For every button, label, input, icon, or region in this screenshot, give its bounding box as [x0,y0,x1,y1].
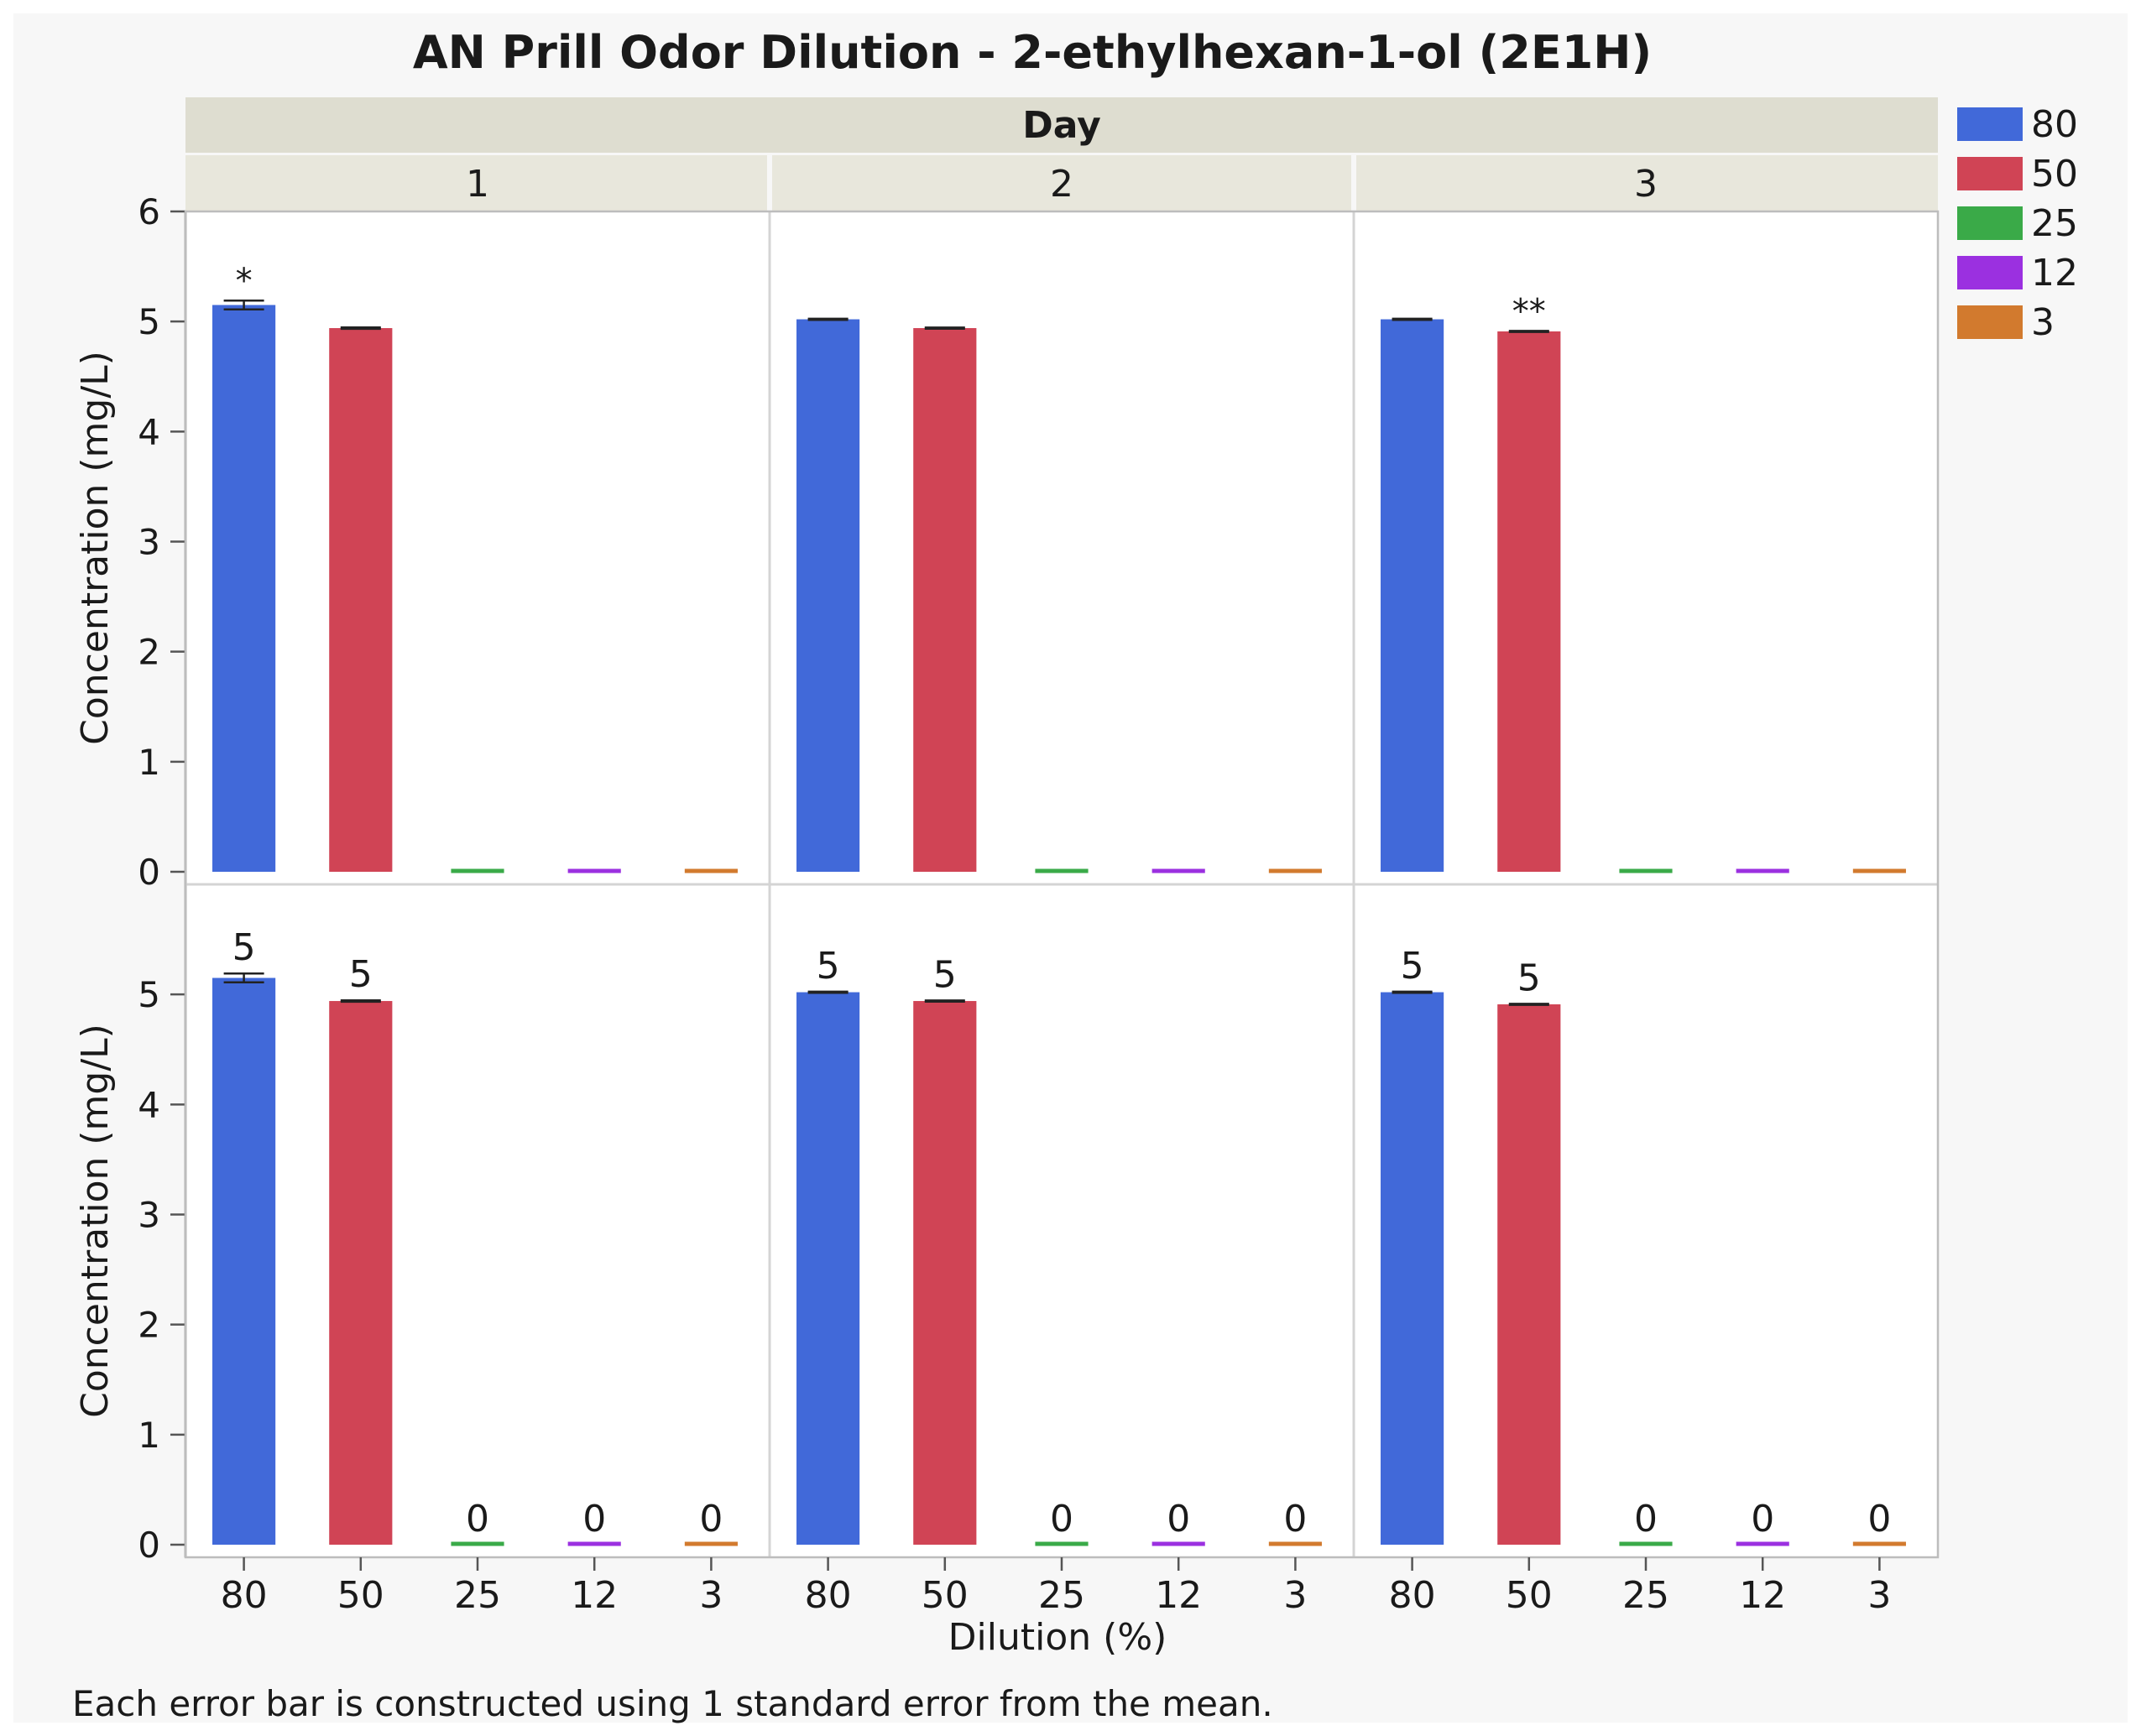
significance-marker: * [236,262,253,300]
bar-day3-dilution80 [1381,319,1444,872]
data-label: 5 [933,953,957,996]
data-label: 5 [1517,957,1541,999]
data-label: 5 [232,926,256,969]
bar-day2-dilution80 [796,319,860,872]
bar-day1-dilution80 [212,977,276,1545]
data-label: 0 [582,1498,606,1541]
y-tick-label: 3 [138,522,160,563]
data-label: 5 [817,945,840,988]
bar-day3-dilution80 [1381,992,1444,1545]
x-tick-label: 3 [1283,1574,1307,1617]
chart-frame: AN Prill Odor Dilution - 2-ethylhexan-1-… [13,13,2128,1724]
data-label: 0 [1283,1498,1307,1541]
y-tick-label: 2 [138,632,160,673]
facet-label-3: 3 [1634,163,1658,206]
y-tick-label: 0 [138,852,160,893]
y-tick-label: 1 [138,1415,160,1456]
bar-day2-dilution50 [913,328,977,873]
x-tick-label: 50 [337,1574,384,1617]
data-label: 0 [1751,1498,1774,1541]
x-tick-label: 12 [1155,1574,1202,1617]
data-label: 0 [699,1498,723,1541]
x-tick-label: 80 [1389,1574,1436,1617]
chart-title: AN Prill Odor Dilution - 2-ethylhexan-1-… [413,26,1652,79]
bar-day1-dilution80 [212,305,276,872]
bar-day3-dilution50 [1497,331,1561,872]
x-tick-label: 50 [1506,1574,1553,1617]
bar-day1-dilution50 [329,328,393,873]
x-tick-label: 25 [454,1574,501,1617]
data-label: 0 [1050,1498,1073,1541]
y-tick-label: 6 [138,191,160,232]
legend-label-12: 12 [2031,252,2078,295]
data-label: 0 [1167,1498,1190,1541]
y-axis-label: Concentration (mg/L) [74,1024,117,1418]
y-tick-label: 4 [138,411,160,452]
data-label: 5 [1401,945,1424,988]
x-tick-label: 12 [1739,1574,1786,1617]
x-tick-label: 12 [571,1574,618,1617]
x-tick-label: 25 [1038,1574,1085,1617]
bar-day2-dilution80 [796,992,860,1545]
legend-label-50: 50 [2031,153,2078,195]
footnote: Each error bar is constructed using 1 st… [72,1683,1273,1724]
y-tick-label: 3 [138,1195,160,1236]
y-tick-label: 2 [138,1305,160,1346]
legend-label-3: 3 [2031,301,2055,344]
data-label: 0 [466,1498,489,1541]
legend-label-80: 80 [2031,103,2078,146]
legend-swatch-12 [1957,256,2023,289]
x-tick-label: 80 [221,1574,268,1617]
facet-label-1: 1 [466,163,489,206]
x-tick-label: 50 [922,1574,969,1617]
bar-day1-dilution50 [329,1001,393,1545]
legend-label-25: 25 [2031,202,2078,245]
significance-marker: ** [1512,292,1546,331]
y-tick-label: 5 [138,974,160,1015]
x-tick-label: 25 [1622,1574,1669,1617]
y-tick-label: 4 [138,1084,160,1125]
data-label: 0 [1634,1498,1658,1541]
data-label: 0 [1867,1498,1891,1541]
facet-header-2 [772,155,1351,211]
facet-title-strip [185,97,1938,153]
legend: 80 50 25 12 3 [1957,103,2078,344]
facet-header-3 [1356,155,1938,211]
bar-day2-dilution50 [913,1001,977,1545]
y-tick-label: 1 [138,742,160,783]
facet-label-2: 2 [1050,163,1073,206]
data-label: 5 [349,953,373,996]
legend-swatch-50 [1957,157,2023,190]
x-tick-label: 80 [805,1574,852,1617]
legend-swatch-80 [1957,107,2023,141]
y-tick-label: 5 [138,301,160,342]
bar-day3-dilution50 [1497,1004,1561,1545]
y-tick-label: 0 [138,1525,160,1566]
legend-swatch-25 [1957,206,2023,240]
plot-area-top [185,211,1938,884]
bar-chart: AN Prill Odor Dilution - 2-ethylhexan-1-… [74,26,2078,1659]
y-axis-label: Concentration (mg/L) [74,351,117,745]
legend-swatch-3 [1957,305,2023,339]
x-axis-label: Dilution (%) [948,1616,1167,1659]
facet-title: Day [1022,104,1101,147]
x-tick-label: 3 [1867,1574,1891,1617]
x-tick-label: 3 [699,1574,723,1617]
facet-header-1 [185,155,767,211]
plot-area-bottom [185,884,1938,1557]
